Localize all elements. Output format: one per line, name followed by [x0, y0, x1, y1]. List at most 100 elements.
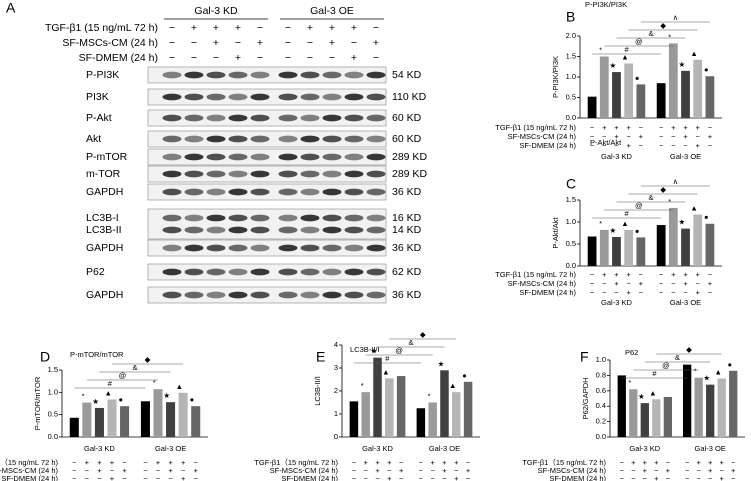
condition-label: SF-MSCs-CM (24 h): [0, 466, 58, 475]
condition-sign: +: [373, 37, 379, 49]
blot-band: [250, 226, 270, 234]
significance-mark: ★: [371, 347, 378, 356]
condition-sign: +: [387, 458, 392, 467]
condition-sign: −: [720, 466, 725, 475]
condition-sign: +: [631, 458, 636, 467]
condition-sign: −: [614, 288, 619, 297]
condition-sign: +: [696, 141, 701, 150]
blot-band: [344, 135, 364, 143]
condition-sign: +: [97, 466, 102, 475]
condition-sign: −: [285, 22, 291, 34]
blot-band: [300, 153, 320, 161]
blot-band: [228, 244, 248, 252]
blot-band: [278, 114, 298, 122]
condition-sign: −: [590, 141, 595, 150]
blot-band: [206, 268, 226, 276]
blot-band: [162, 153, 182, 161]
bar: [599, 229, 609, 266]
condition-sign: −: [307, 37, 313, 49]
condition-sign: −: [696, 132, 701, 141]
bracket-symbol: #: [108, 379, 113, 388]
blot-size: 54 KD: [392, 69, 422, 81]
condition-sign: −: [620, 474, 625, 481]
condition-sign: −: [352, 458, 357, 467]
panel-letter: B: [566, 9, 575, 25]
blot-band: [250, 170, 270, 178]
panel-letter: E: [316, 349, 325, 365]
condition-sign: −: [708, 141, 713, 150]
blot-band: [162, 93, 182, 101]
significance-mark: ●: [728, 360, 733, 369]
condition-sign: +: [442, 466, 447, 475]
blot-band: [344, 71, 364, 79]
bar: [416, 408, 426, 437]
condition-sign: −: [194, 458, 199, 467]
condition-sign: +: [156, 458, 161, 467]
bar: [153, 389, 163, 437]
condition-sign: −: [659, 279, 664, 288]
blot-band: [206, 291, 226, 299]
condition-sign: +: [602, 270, 607, 279]
blot-band: [278, 268, 298, 276]
condition-sign: +: [351, 22, 357, 34]
condition-sign: −: [169, 52, 175, 64]
condition-sign: +: [614, 123, 619, 132]
condition-sign: +: [708, 466, 713, 475]
blot-band: [228, 170, 248, 178]
bracket-symbol: ◆: [660, 185, 667, 194]
bar: [94, 407, 104, 437]
blot-size: 60 KD: [392, 112, 422, 124]
condition-sign: +: [85, 458, 90, 467]
condition-sign: −: [168, 474, 173, 481]
significance-mark: ▲: [649, 388, 656, 397]
bar: [636, 84, 646, 118]
condition-label: TGF-β1（15 ng/mL 72 h): [0, 458, 58, 467]
condition-sign: −: [620, 466, 625, 475]
blot-band: [278, 93, 298, 101]
blot-band: [206, 71, 226, 79]
y-tick-label: 1.0: [566, 72, 576, 81]
y-tick-label: 0.2: [596, 417, 606, 426]
blot-band: [322, 93, 342, 101]
significance-mark: *: [668, 32, 671, 41]
condition-sign: −: [442, 474, 447, 481]
significance-mark: ★: [678, 60, 685, 69]
condition-sign: +: [181, 458, 186, 467]
condition-sign: −: [430, 466, 435, 475]
bar: [656, 225, 666, 266]
condition-sign: +: [731, 466, 736, 475]
blot-band: [322, 153, 342, 161]
chart-title: P-Akt/Akt: [590, 138, 622, 147]
condition-sign: +: [329, 22, 335, 34]
y-tick-label: 1.5: [566, 195, 576, 204]
condition-sign: −: [671, 279, 676, 288]
group-label: Gal-3 OE: [429, 444, 460, 453]
y-axis-label: P-Akt/Akt: [551, 216, 560, 248]
blot-band: [250, 244, 270, 252]
chart-title: P62: [625, 348, 638, 357]
condition-sign: −: [631, 474, 636, 481]
condition-sign: −: [285, 37, 291, 49]
blot-label: P-mTOR: [86, 151, 128, 163]
blot-label: GAPDH: [86, 186, 123, 198]
bracket-symbol: #: [385, 354, 390, 363]
blot-band: [344, 153, 364, 161]
blot-band: [344, 268, 364, 276]
blot-size: 289 KD: [392, 168, 427, 180]
condition-sign: −: [643, 474, 648, 481]
bar: [668, 43, 678, 118]
blot-band: [228, 188, 248, 196]
condition-sign: +: [696, 458, 701, 467]
y-axis-label: P-PI3K/PI3K: [551, 56, 560, 98]
blot-size: 36 KD: [392, 242, 422, 254]
group-label: Gal-3 OE: [670, 298, 701, 307]
blot-band: [300, 226, 320, 234]
condition-sign: +: [191, 22, 197, 34]
condition-sign: −: [122, 474, 127, 481]
blot-band: [344, 226, 364, 234]
condition-label: SF-MSCs-CM (24 h): [538, 466, 607, 475]
blot-label: LC3B-II: [86, 224, 122, 236]
condition-sign: −: [454, 466, 459, 475]
condition-sign: −: [590, 288, 595, 297]
condition-sign: +: [708, 458, 713, 467]
